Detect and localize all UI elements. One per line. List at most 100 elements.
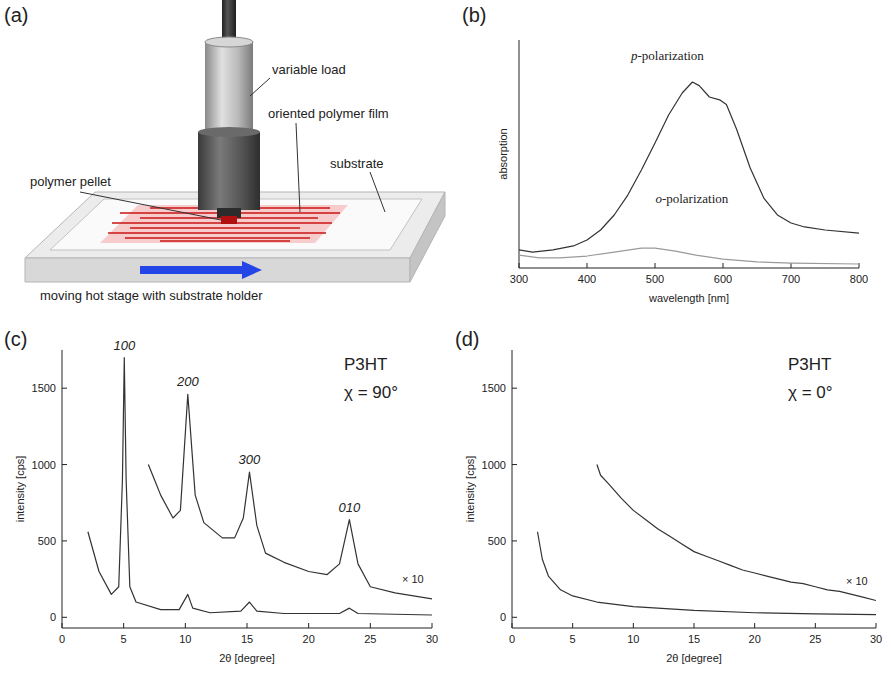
y-tick-labels: 0 500 1000 1500 — [482, 382, 506, 623]
x-axis-title: 2θ [degree] — [219, 652, 275, 664]
x-tick-label: 0 — [509, 633, 515, 645]
label: polymer pellet — [30, 174, 111, 189]
series-label: p-polarization — [630, 48, 704, 63]
x-tick-label: 10 — [179, 633, 191, 645]
series-label: × 10 — [402, 573, 424, 585]
title: P3HT — [788, 355, 831, 374]
x-tick — [572, 623, 573, 628]
holder-cap — [198, 127, 260, 137]
panel-letter: (d) — [455, 328, 479, 350]
label: moving hot stage with substrate holder — [40, 288, 263, 303]
x-tick-label: 15 — [241, 633, 253, 645]
y-tick — [62, 464, 67, 465]
y-axis — [512, 350, 513, 628]
y-tick — [512, 617, 517, 618]
series-line — [519, 248, 859, 264]
oriented-chain — [108, 232, 326, 234]
subtitle: χ = 90° — [344, 383, 398, 402]
oriented-chain — [130, 227, 300, 229]
x-tick — [791, 263, 792, 268]
stage-front — [25, 258, 410, 282]
subtitle: χ = 0° — [788, 383, 833, 402]
chart-panel: (b)300400500600700800wavelength [nm]abso… — [462, 4, 868, 304]
x-tick-label: 400 — [578, 273, 596, 285]
x-tick-label: 300 — [510, 273, 528, 285]
polymer-pellet — [221, 216, 237, 224]
x-tick — [754, 623, 755, 628]
y-tick-label: 500 — [488, 535, 506, 547]
panel-letter: (c) — [4, 328, 27, 350]
x-tick-label: 25 — [809, 633, 821, 645]
peak-label: 300 — [239, 452, 261, 467]
label: oriented polymer film — [268, 106, 389, 121]
x-tick — [247, 623, 248, 628]
panel-letter: (b) — [462, 4, 486, 26]
x-tick-label: 600 — [714, 273, 732, 285]
label-part: -polarization — [637, 48, 704, 63]
oriented-chain — [160, 240, 290, 242]
peak-label: 200 — [176, 374, 199, 389]
series-line — [88, 358, 432, 615]
y-tick-label: 1000 — [482, 459, 506, 471]
plot-area — [537, 465, 876, 615]
chart-panel: (d)0510152025300500100015002θ [degree]in… — [455, 328, 882, 664]
motion-arrow — [140, 261, 262, 279]
x-tick — [512, 623, 513, 628]
x-axis — [519, 268, 859, 269]
x-tick-label: 30 — [426, 633, 438, 645]
load-cylinder — [205, 42, 253, 134]
y-tick — [62, 540, 67, 541]
y-axis-title: intensity [cps] — [464, 456, 476, 523]
x-tick — [655, 263, 656, 268]
x-tick — [123, 623, 124, 628]
y-tick — [62, 617, 67, 618]
load-holder — [198, 132, 260, 210]
x-tick — [185, 623, 186, 628]
y-tick-label: 0 — [500, 611, 506, 623]
leader-line — [80, 192, 221, 220]
y-axis-title: intensity [cps] — [14, 456, 26, 523]
x-tick-label: 30 — [870, 633, 882, 645]
x-tick-label: 25 — [364, 633, 376, 645]
plot-area — [88, 358, 432, 615]
x-axis-title: 2θ [degree] — [666, 652, 722, 664]
x-tick-label: 20 — [749, 633, 761, 645]
y-tick-label: 1500 — [32, 382, 56, 394]
y-axis-title: absorption — [497, 128, 509, 179]
leader-line — [250, 78, 270, 96]
x-tick — [694, 623, 695, 628]
y-tick-label: 1000 — [32, 459, 56, 471]
x-tick-label: 700 — [782, 273, 800, 285]
x-tick-label: 800 — [850, 273, 868, 285]
x-tick — [370, 623, 371, 628]
y-tick — [512, 388, 517, 389]
x-tick-label: 500 — [646, 273, 664, 285]
load-cap — [205, 37, 253, 47]
x-tick-label: 20 — [303, 633, 315, 645]
plot-area — [519, 82, 859, 264]
x-tick — [633, 623, 634, 628]
leader-line — [370, 172, 385, 212]
x-tick — [432, 623, 433, 628]
y-tick-labels: 050010001500 — [32, 382, 56, 623]
series-label: o-polarization — [655, 191, 728, 206]
y-axis — [62, 350, 63, 628]
peak-label: 100 — [113, 338, 135, 353]
panel-letter: (a) — [4, 4, 28, 26]
series-line — [537, 532, 876, 615]
x-tick-label: 10 — [627, 633, 639, 645]
x-tick — [308, 623, 309, 628]
y-tick-label: 1500 — [482, 382, 506, 394]
peak-label: 010 — [339, 500, 361, 515]
diagram: (a)variable loadoriented polymer filmsub… — [4, 0, 445, 303]
x-tick — [815, 623, 816, 628]
title: P3HT — [344, 355, 387, 374]
leader-line — [296, 123, 300, 212]
x-tick — [519, 263, 520, 268]
y-tick — [512, 540, 517, 541]
film-area — [100, 205, 348, 243]
x-tick — [62, 623, 63, 628]
figure: (a)variable loadoriented polymer filmsub… — [0, 0, 891, 678]
y-tick — [512, 464, 517, 465]
x-tick — [723, 263, 724, 268]
